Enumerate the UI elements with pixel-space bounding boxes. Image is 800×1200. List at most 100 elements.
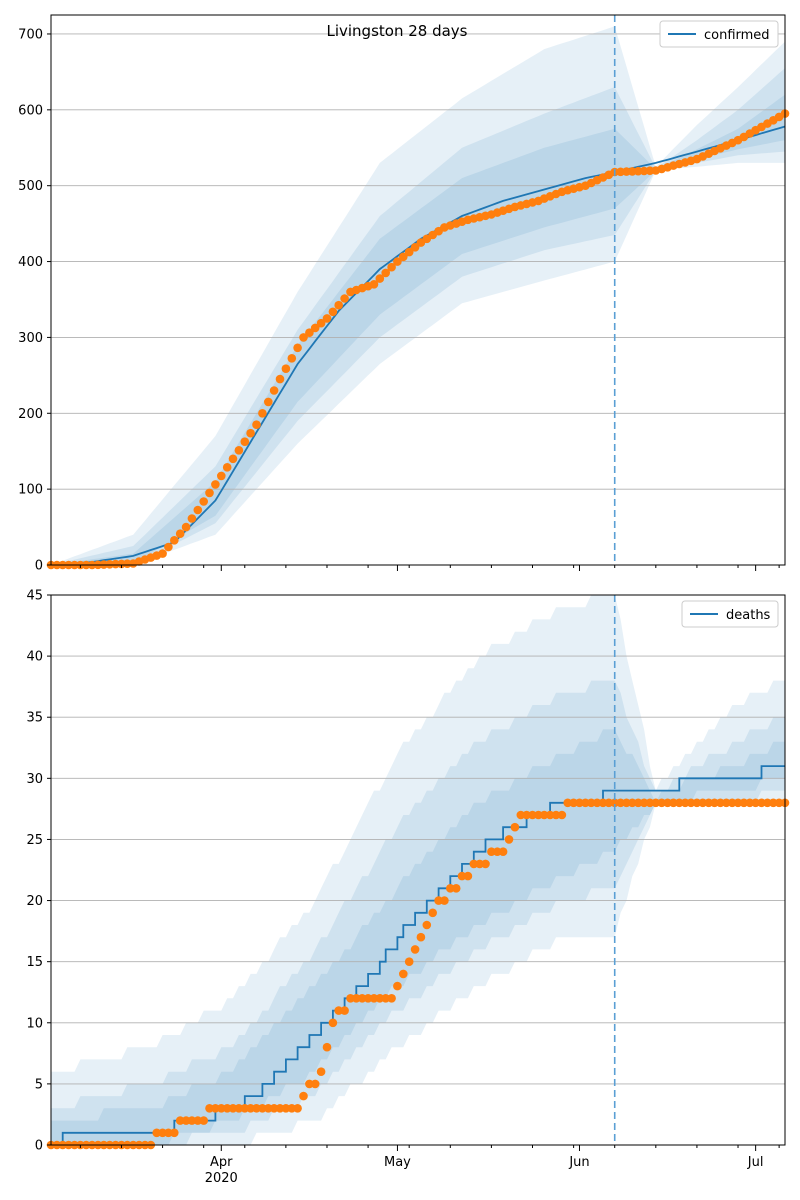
observed-point bbox=[422, 920, 432, 930]
observed-point bbox=[563, 798, 572, 808]
y-tick-label: 200 bbox=[18, 407, 43, 422]
observed-point bbox=[175, 1116, 185, 1125]
observed-point bbox=[334, 1006, 344, 1015]
observed-point bbox=[669, 798, 678, 808]
observed-point bbox=[187, 514, 197, 523]
confidence-band bbox=[51, 68, 785, 565]
y-tick-label: 25 bbox=[26, 833, 43, 848]
observed-point bbox=[698, 798, 708, 808]
observed-point bbox=[299, 1091, 308, 1101]
observed-point bbox=[211, 1104, 220, 1113]
confidence-band bbox=[51, 26, 785, 565]
observed-point bbox=[393, 981, 402, 991]
deaths-legend: deaths bbox=[681, 600, 779, 628]
confirmed-x-axis bbox=[79, 565, 780, 571]
observed-point bbox=[404, 957, 414, 966]
y-tick-label: 600 bbox=[18, 103, 43, 118]
observed-point bbox=[610, 798, 619, 808]
observed-point bbox=[252, 420, 261, 430]
observed-point bbox=[363, 994, 373, 1003]
legend-label-deaths: deaths bbox=[726, 608, 771, 623]
observed-point bbox=[328, 1018, 338, 1028]
observed-point bbox=[457, 871, 467, 881]
observed-point bbox=[369, 280, 379, 289]
observed-point bbox=[633, 798, 643, 808]
y-tick-label: 700 bbox=[18, 27, 43, 42]
legend-label-confirmed: confirmed bbox=[704, 28, 770, 43]
observed-point bbox=[275, 1104, 285, 1113]
observed-point bbox=[228, 454, 238, 464]
observed-point bbox=[228, 1104, 238, 1113]
observed-point bbox=[310, 1079, 320, 1089]
observed-point bbox=[498, 847, 508, 856]
observed-point bbox=[193, 1116, 203, 1125]
y-tick-label: 45 bbox=[26, 589, 43, 604]
observed-point bbox=[528, 810, 537, 820]
observed-point bbox=[205, 488, 214, 498]
observed-point bbox=[551, 810, 561, 820]
observed-point bbox=[217, 1104, 226, 1113]
observed-point bbox=[246, 1104, 255, 1113]
observed-point bbox=[387, 262, 396, 272]
observed-point bbox=[258, 1104, 267, 1113]
observed-point bbox=[739, 798, 749, 808]
observed-point bbox=[328, 307, 338, 317]
observed-point bbox=[269, 1104, 279, 1113]
confidence-band bbox=[51, 595, 785, 1145]
observed-point bbox=[246, 428, 255, 438]
observed-point bbox=[287, 354, 297, 363]
confirmed-panel: 0 100 200 300 400 500 600 700 Livingston 28 day… bbox=[18, 14, 790, 574]
y-tick-label: 10 bbox=[26, 1016, 43, 1031]
observed-point bbox=[404, 247, 414, 257]
observed-point bbox=[164, 542, 173, 552]
observed-point bbox=[170, 536, 179, 545]
observed-point bbox=[170, 1128, 179, 1138]
observed-point bbox=[675, 798, 684, 808]
observed-point bbox=[628, 798, 637, 808]
x-tick-label: Apr bbox=[210, 1155, 233, 1170]
y-tick-label: 35 bbox=[26, 711, 43, 726]
observed-point bbox=[211, 480, 220, 489]
observed-point bbox=[152, 1128, 161, 1138]
observed-point bbox=[410, 243, 420, 252]
observed-point bbox=[357, 994, 367, 1003]
chart-title: Livingston 28 days bbox=[326, 22, 467, 40]
x-tick-label: Jun bbox=[568, 1155, 589, 1170]
x-tick-label: Jul bbox=[747, 1155, 764, 1170]
observed-point bbox=[281, 364, 291, 374]
observed-point bbox=[293, 1104, 302, 1113]
observed-point bbox=[651, 798, 661, 808]
observed-point bbox=[240, 437, 250, 447]
observed-point bbox=[522, 810, 531, 820]
observed-point bbox=[722, 798, 731, 808]
observed-point bbox=[340, 294, 349, 303]
observed-point bbox=[763, 798, 772, 808]
observed-point bbox=[281, 1104, 291, 1113]
observed-point bbox=[175, 529, 185, 538]
y-tick-label: 5 bbox=[35, 1077, 43, 1092]
y-tick-label: 300 bbox=[18, 331, 43, 346]
observed-point bbox=[487, 847, 496, 856]
observed-point bbox=[428, 908, 438, 918]
observed-point bbox=[375, 274, 385, 283]
observed-point bbox=[440, 896, 449, 905]
observed-point bbox=[352, 994, 361, 1003]
observed-point bbox=[504, 835, 514, 844]
observed-point bbox=[692, 798, 702, 808]
y-tick-label: 100 bbox=[18, 483, 43, 498]
observed-point bbox=[316, 318, 326, 328]
observed-point bbox=[310, 323, 320, 333]
legend-box bbox=[659, 20, 779, 48]
y-tick-label: 30 bbox=[26, 772, 43, 787]
y-tick-label: 0 bbox=[35, 559, 43, 574]
observed-point bbox=[199, 1116, 208, 1125]
observed-point bbox=[469, 859, 479, 869]
observed-point bbox=[657, 798, 666, 808]
confirmed-axes-frame bbox=[50, 14, 786, 566]
observed-point bbox=[592, 798, 602, 808]
observed-point bbox=[604, 798, 614, 808]
observed-point bbox=[381, 994, 391, 1003]
observed-point bbox=[451, 884, 461, 893]
